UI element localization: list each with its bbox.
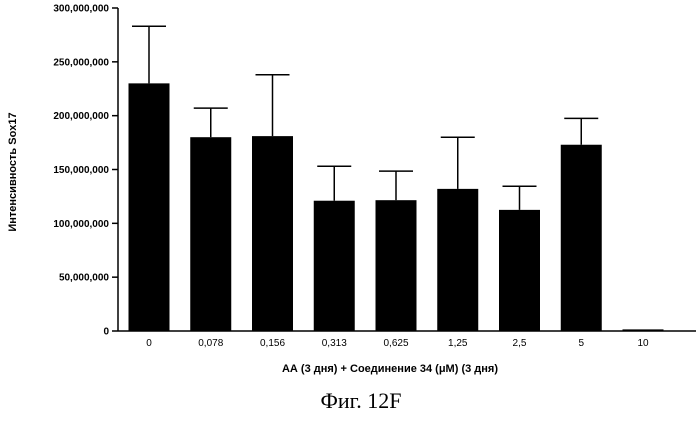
bar: [499, 210, 540, 331]
y-tick-label: 50,000,000: [59, 273, 109, 284]
x-tick-label: 0,078: [198, 338, 223, 349]
bar: [314, 201, 355, 331]
x-tick-label: 0,313: [322, 338, 347, 349]
y-tick-label: 300,000,000: [53, 4, 109, 15]
figure-caption: Фиг. 12F: [321, 388, 402, 413]
x-tick-label: 5: [578, 338, 584, 349]
x-tick-label: 1,25: [448, 338, 468, 349]
bar: [561, 145, 602, 331]
y-tick-label: 250,000,000: [53, 57, 109, 68]
x-axis-title: АА (3 дня) + Соединение 34 (μM) (3 дня): [282, 363, 498, 375]
y-axis-title: Интенсивность Sox17: [7, 112, 19, 231]
bar: [252, 136, 293, 331]
bar: [376, 200, 417, 331]
y-tick-label: 200,000,000: [53, 111, 109, 122]
x-tick-label: 0,625: [383, 338, 408, 349]
x-axis-labels: 0 0,078 0,156 0,313 0,625 1,25 2,5 5 10: [146, 338, 649, 349]
bars: [129, 83, 664, 331]
y-tick-label: 0: [103, 327, 109, 338]
bar: [129, 83, 170, 331]
x-tick-label: 0: [146, 338, 152, 349]
y-tick-label: 150,000,000: [53, 165, 109, 176]
x-tick-label: 0,156: [260, 338, 285, 349]
y-axis-ticks: 0 50,000,000 100,000,000 150,000,000 200,000…: [53, 4, 118, 338]
x-tick-label: 2,5: [513, 338, 527, 349]
x-tick-label: 10: [637, 338, 649, 349]
bar: [190, 137, 231, 331]
bar: [437, 189, 478, 331]
y-tick-label: 100,000,000: [53, 219, 109, 230]
